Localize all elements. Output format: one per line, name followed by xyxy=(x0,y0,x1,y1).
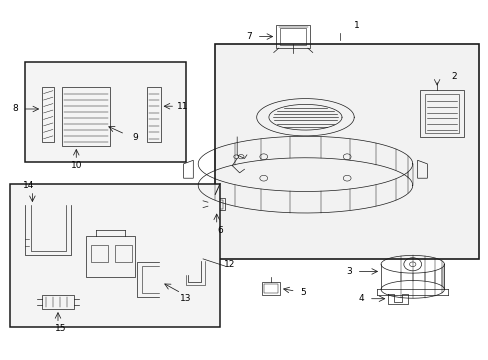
Bar xyxy=(91,245,108,262)
Bar xyxy=(42,295,74,309)
Text: 5: 5 xyxy=(300,288,305,297)
Bar xyxy=(115,245,132,262)
Text: 13: 13 xyxy=(180,294,191,303)
Text: 8: 8 xyxy=(12,104,18,113)
Bar xyxy=(210,200,222,209)
Bar xyxy=(419,90,463,137)
Text: 12: 12 xyxy=(224,260,235,269)
Bar xyxy=(276,25,310,48)
Bar xyxy=(61,87,110,146)
Bar xyxy=(42,87,54,142)
Text: 4: 4 xyxy=(358,294,364,303)
Text: 3: 3 xyxy=(346,267,351,276)
Text: 9: 9 xyxy=(132,132,138,141)
Text: 6: 6 xyxy=(217,226,223,235)
Bar xyxy=(215,44,478,259)
Text: 14: 14 xyxy=(23,181,35,190)
Bar xyxy=(280,28,306,45)
Bar xyxy=(147,87,160,142)
Bar xyxy=(10,184,220,327)
Bar xyxy=(261,282,280,295)
Bar xyxy=(424,94,458,134)
Bar xyxy=(207,198,224,211)
Text: 15: 15 xyxy=(55,324,67,333)
Text: 7: 7 xyxy=(246,32,252,41)
Bar xyxy=(264,284,277,293)
Text: 10: 10 xyxy=(70,161,82,170)
Text: 11: 11 xyxy=(177,102,188,111)
Text: 2: 2 xyxy=(450,72,456,81)
Bar xyxy=(86,235,135,277)
Text: 1: 1 xyxy=(353,21,359,30)
Bar xyxy=(25,62,185,162)
